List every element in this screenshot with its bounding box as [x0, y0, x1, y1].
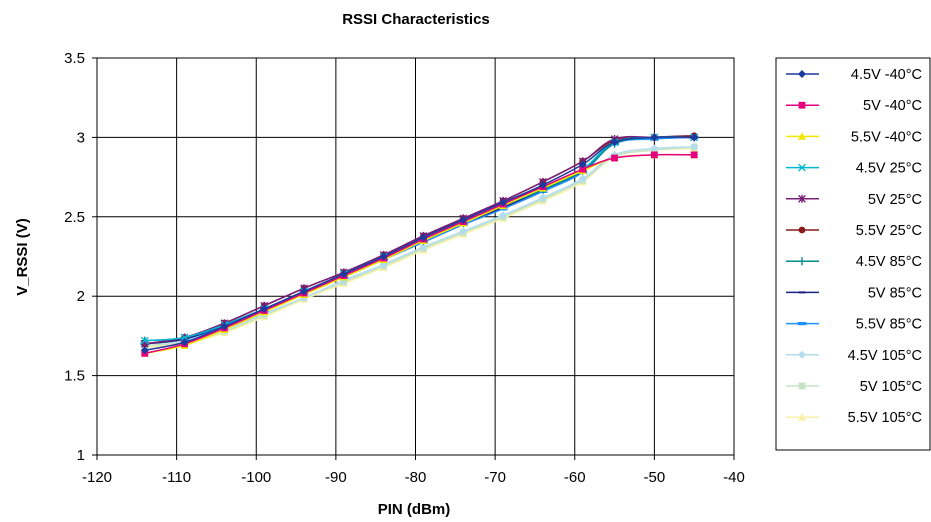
data-point [220, 322, 229, 331]
legend-marker [798, 194, 806, 203]
legend-label: 4.5V 25°C [856, 161, 922, 177]
x-tick-label: -120 [82, 469, 112, 486]
legend-item: 5.5V 85°C [786, 317, 922, 333]
x-tick-label: -110 [162, 469, 191, 486]
legend-label: 5.5V 105°C [848, 410, 922, 426]
series-group [140, 132, 699, 357]
legend-marker [798, 70, 806, 78]
legend-label: 5.5V -40°C [851, 129, 922, 145]
x-axis-label: PIN (dBm) [378, 501, 451, 518]
legend-label: 5V 85°C [868, 285, 922, 301]
data-point [140, 346, 149, 355]
data-point [650, 144, 659, 153]
y-tick-label: 3 [77, 129, 85, 146]
data-point [260, 304, 269, 313]
y-tick-label: 1 [77, 447, 85, 464]
data-point [419, 233, 428, 242]
data-point [690, 151, 698, 159]
x-tick-label: -70 [484, 469, 506, 486]
legend-label: 5.5V 25°C [856, 223, 922, 239]
legend-marker [798, 226, 806, 234]
legend-marker [798, 257, 806, 266]
legend-marker [798, 413, 806, 421]
x-tick-label: -90 [325, 469, 347, 486]
y-tick-label: 3.5 [64, 50, 85, 67]
data-point [690, 142, 699, 151]
legend: 4.5V -40°C 5V -40°C 5.5V -40°C 4.5V 25°C 5V … [775, 57, 931, 451]
data-point [339, 269, 348, 278]
legend-item: 4.5V 25°C [786, 161, 922, 177]
chart-title: RSSI Characteristics [342, 11, 490, 28]
data-point [180, 338, 189, 347]
data-point [499, 198, 508, 207]
y-tick-label: 2.5 [64, 209, 85, 226]
data-point [140, 336, 149, 345]
legend-marker [798, 163, 806, 172]
axis-ticks: -120 -110 -100 -90 -80 -70 -60 -50 -40 1 1.5 2 2.5 3 3… [64, 50, 745, 486]
legend-marker [798, 382, 806, 390]
legend-label: 4.5V 85°C [856, 254, 922, 270]
data-point [459, 215, 468, 224]
x-tick-label: -80 [405, 469, 427, 486]
x-tick-label: -50 [644, 469, 666, 486]
data-point [650, 151, 658, 159]
legend-item: 4.5V 85°C [786, 254, 922, 270]
legend-label: 5.5V 85°C [856, 317, 922, 333]
legend-item: 5V 105°C [786, 379, 922, 395]
legend-item: 5V -40°C [786, 98, 922, 114]
legend-item: 5.5V 105°C [786, 410, 922, 426]
legend-marker [798, 101, 806, 109]
series-0 [140, 133, 699, 355]
y-tick-label: 1.5 [64, 368, 85, 385]
x-tick-label: -100 [241, 469, 271, 486]
legend-label: 4.5V 105°C [848, 348, 922, 364]
legend-marker [798, 350, 806, 359]
data-point [538, 181, 547, 190]
legend-label: 5V 25°C [868, 192, 922, 208]
data-point [610, 138, 619, 147]
data-point [650, 133, 659, 142]
legend-item: 4.5V 105°C [786, 348, 922, 364]
legend-item: 5.5V -40°C [786, 129, 922, 145]
legend-item: 5V 25°C [786, 192, 922, 208]
data-point [300, 287, 309, 296]
legend-item: 5V 85°C [786, 285, 922, 301]
y-tick-label: 2 [77, 288, 85, 305]
data-point [419, 242, 428, 251]
legend-marker [797, 322, 807, 326]
legend-label: 5V 105°C [860, 379, 922, 395]
data-point [578, 174, 587, 183]
data-point [459, 227, 468, 236]
y-axis-label: V_RSSI (V) [14, 218, 31, 296]
data-point [579, 165, 587, 173]
x-tick-label: -40 [723, 469, 745, 486]
data-point [690, 133, 699, 142]
data-point [611, 154, 618, 162]
data-point [499, 211, 508, 220]
legend-label: 5V -40°C [863, 98, 922, 114]
data-point [578, 160, 587, 169]
legend-marker [798, 132, 806, 140]
data-point [180, 333, 189, 342]
legend-item: 5.5V 25°C [786, 223, 922, 239]
data-point [538, 193, 547, 202]
data-point [379, 252, 388, 261]
legend-label: 4.5V -40°C [851, 67, 922, 83]
legend-item: 4.5V -40°C [786, 67, 922, 83]
x-tick-label: -60 [564, 469, 586, 486]
legend-marker [798, 291, 806, 294]
